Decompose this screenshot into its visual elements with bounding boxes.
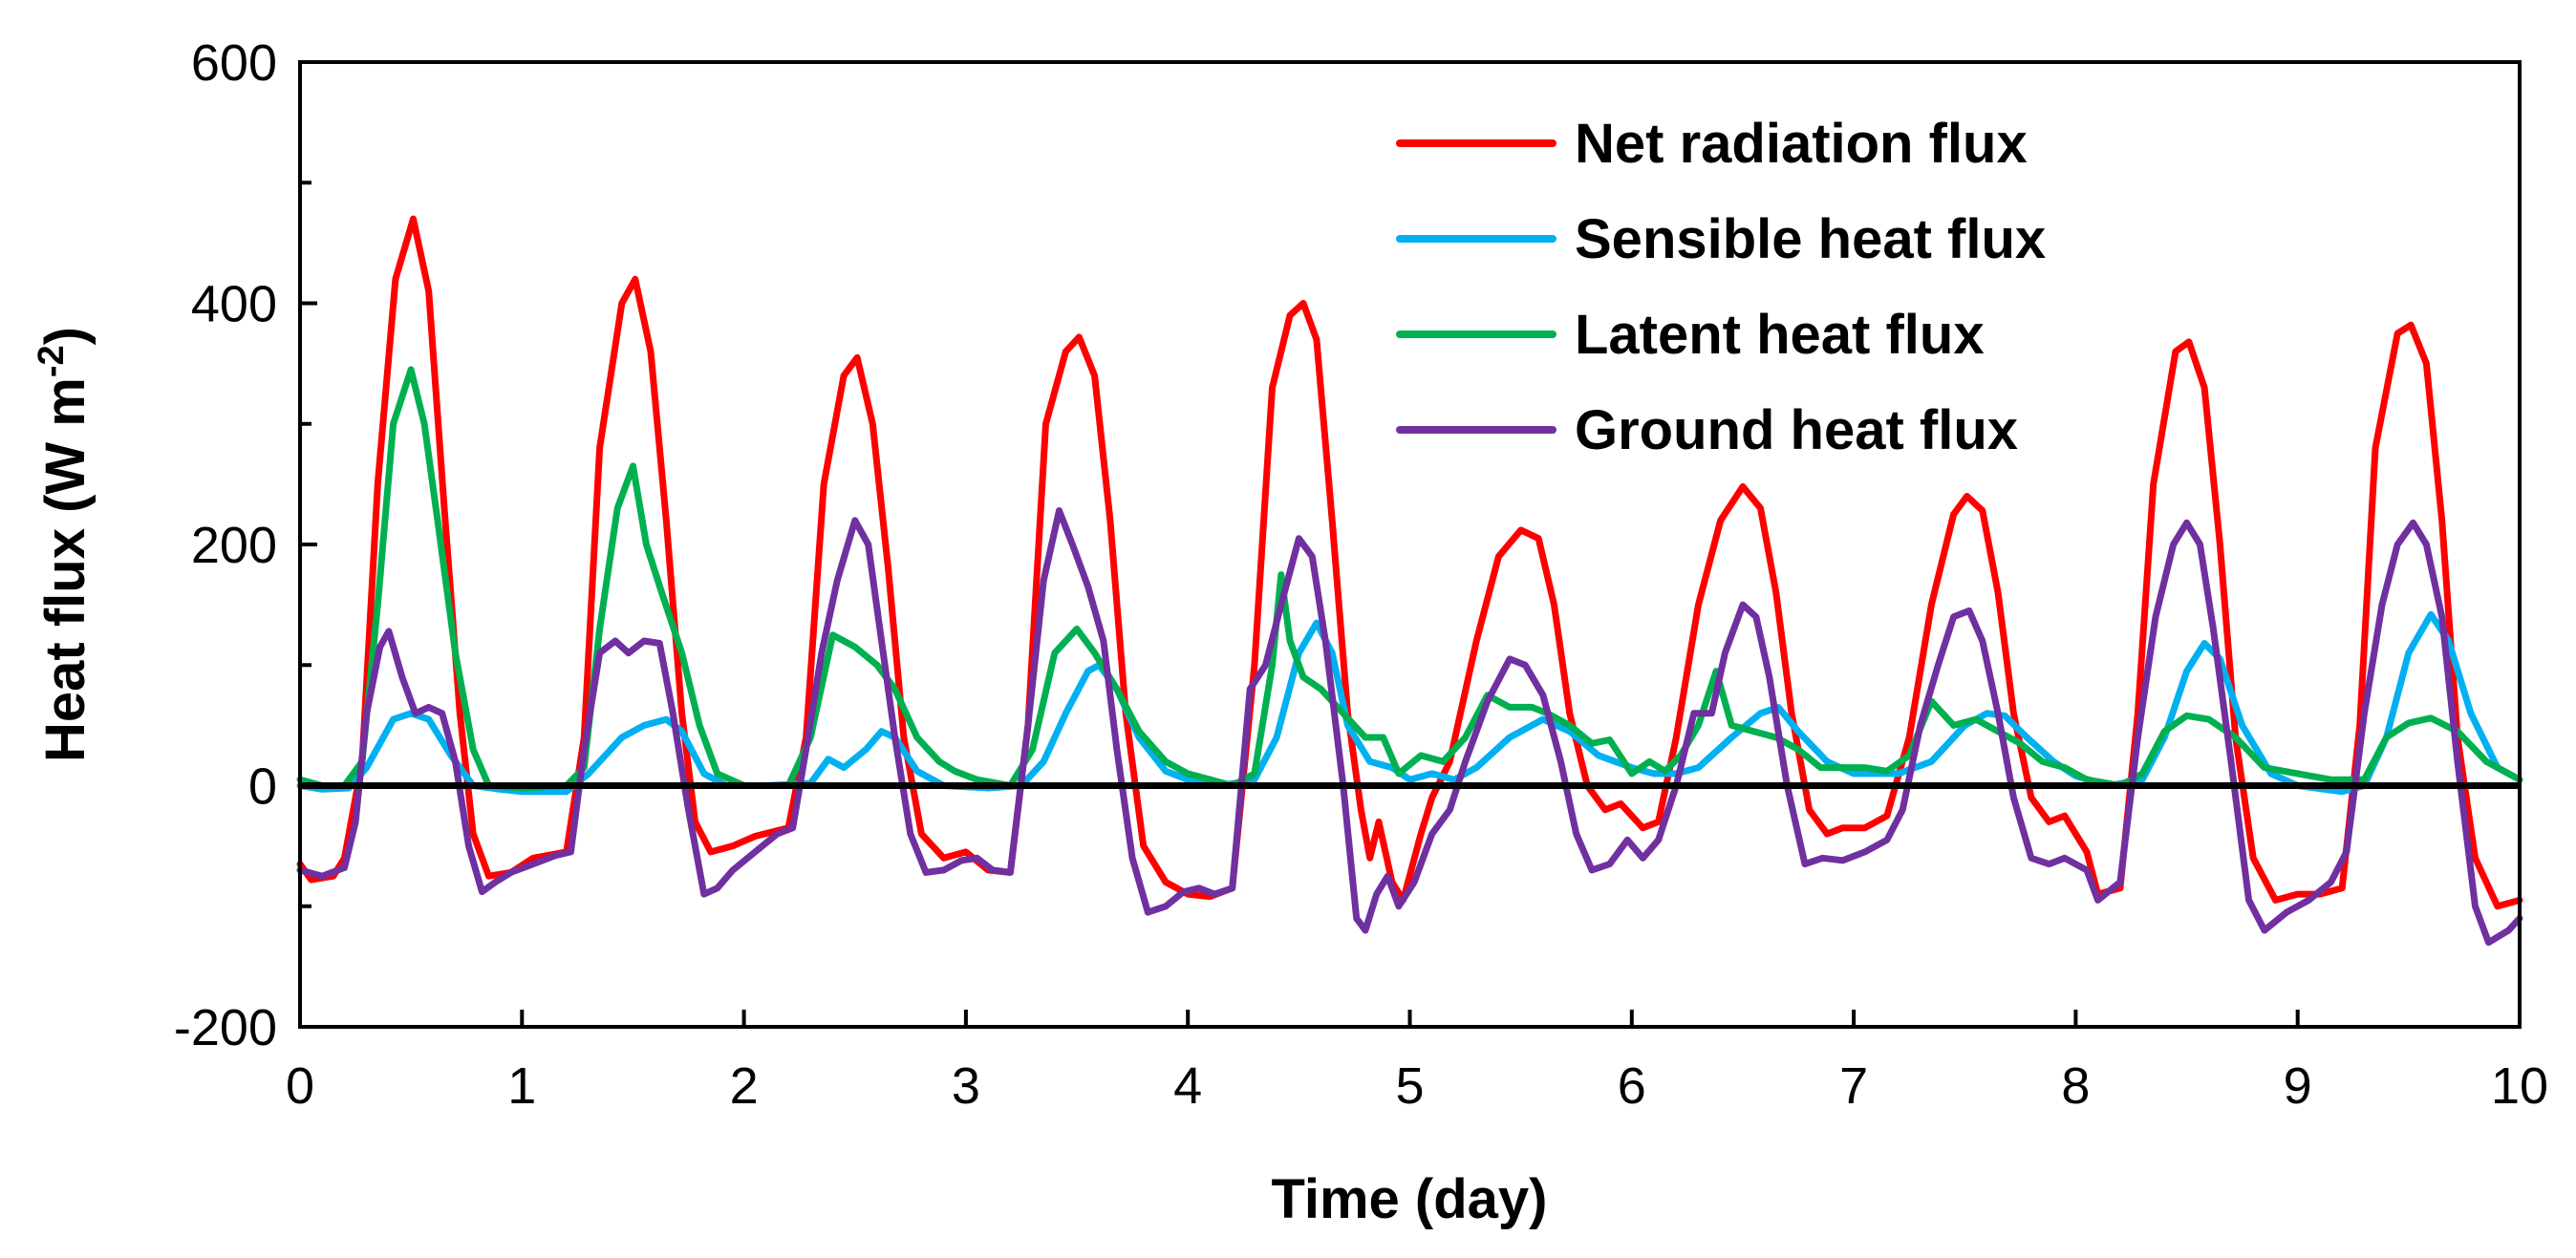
x-tick-label: 0 [286,1057,314,1115]
y-tick-label: 0 [248,758,277,816]
legend-label: Ground heat flux [1575,399,2018,461]
x-tick-label: 8 [2061,1057,2090,1115]
y-axis-title-superscript: -2 [32,345,72,377]
series-layer [296,215,2523,947]
series-line-latent-heat-flux [296,366,2523,792]
legend-label: Net radiation flux [1575,113,2028,175]
x-tick-label: 4 [1173,1057,1202,1115]
y-tick-label: 600 [191,34,277,92]
x-tick-label: 2 [730,1057,759,1115]
y-tick-label: 400 [191,276,277,333]
x-tick-label: 6 [1618,1057,1646,1115]
y-axis-title: Heat flux (W m-2) [32,327,97,762]
y-tick-label: 200 [191,517,277,574]
x-tick-label: 10 [2491,1057,2548,1115]
x-tick-label: 7 [1839,1057,1868,1115]
x-tick-label: 9 [2284,1057,2312,1115]
series-line-ground-heat-flux [296,507,2523,947]
y-axis-title-close: ) [34,327,97,345]
y-tick-label: -200 [174,999,277,1056]
y-axis-title-main: Heat flux (W m [34,377,97,762]
x-axis-title: Time (day) [1271,1168,1547,1230]
legend-label: Latent heat flux [1575,304,1985,366]
legend: Net radiation flux Sensible heat flux Late… [1396,113,2046,461]
plot-frame [298,60,2522,1029]
x-tick-label: 5 [1395,1057,1424,1115]
x-tick-label: 3 [952,1057,980,1115]
x-tick-label: 1 [507,1057,536,1115]
legend-label: Sensible heat flux [1575,208,2046,270]
